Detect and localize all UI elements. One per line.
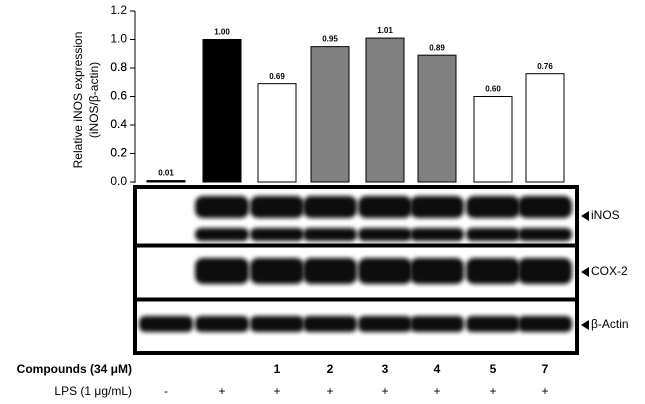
- x-tick-label: 4: [434, 362, 441, 376]
- arrow: [581, 211, 589, 221]
- lps-label: -: [164, 384, 168, 398]
- y-tick-label: 0.0: [110, 174, 127, 188]
- lps-label: +: [433, 384, 440, 398]
- lps-label: +: [541, 384, 548, 398]
- lps-label: +: [218, 384, 225, 398]
- blot-label: β-Actin: [591, 317, 629, 331]
- lps-label: +: [326, 384, 333, 398]
- value-label: 1.00: [214, 28, 230, 37]
- band: [410, 228, 464, 241]
- row-label: LPS (1 μg/mL): [54, 384, 132, 398]
- band: [250, 228, 304, 241]
- band: [250, 196, 304, 218]
- band: [195, 228, 249, 241]
- band: [518, 258, 572, 284]
- band: [195, 258, 249, 284]
- band: [466, 316, 520, 332]
- band: [410, 196, 464, 218]
- bar: [417, 54, 457, 183]
- x-tick-label: 7: [542, 362, 549, 376]
- band: [466, 196, 520, 218]
- band: [466, 228, 520, 241]
- band: [303, 258, 357, 284]
- y-tick-label: 0.2: [110, 146, 127, 160]
- y-tick-label: 0.8: [110, 60, 127, 74]
- lps-label: +: [273, 384, 280, 398]
- value-label: 0.69: [269, 72, 285, 81]
- y-tick-label: 0.4: [110, 117, 127, 131]
- band: [518, 316, 572, 332]
- value-label: 0.89: [429, 43, 445, 52]
- band: [358, 258, 412, 284]
- band: [410, 258, 464, 284]
- lps-label: +: [381, 384, 388, 398]
- y-axis-label: (iNOS/β-actin): [87, 62, 101, 138]
- y-tick-label: 0.4: [110, 117, 127, 131]
- band: [303, 196, 357, 218]
- row-label: Compounds (34 μM): [17, 362, 132, 376]
- bar: [257, 83, 297, 183]
- band: [410, 316, 464, 332]
- value-label: 0.60: [485, 85, 501, 94]
- band: [139, 316, 193, 332]
- arrow: [581, 320, 589, 330]
- value-label: 0.76: [537, 62, 553, 71]
- band: [358, 228, 412, 241]
- bar: [365, 37, 405, 183]
- arrow: [581, 267, 589, 277]
- bar: [202, 39, 242, 183]
- x-tick-label: 2: [327, 362, 334, 376]
- band: [303, 316, 357, 332]
- value-label: 0.95: [322, 35, 338, 44]
- band: [303, 228, 357, 241]
- western-blot: [133, 185, 579, 355]
- x-tick-label: 5: [490, 362, 497, 376]
- band: [466, 258, 520, 284]
- value-label: 1.01: [377, 26, 393, 35]
- band: [518, 228, 572, 241]
- band: [518, 196, 572, 218]
- bar: [146, 180, 186, 183]
- band: [250, 258, 304, 284]
- x-tick-label: 1: [274, 362, 281, 376]
- y-tick-label: 1.0: [110, 32, 127, 46]
- band: [358, 316, 412, 332]
- blot-label: iNOS: [591, 208, 620, 222]
- bar: [525, 73, 565, 183]
- y-tick-label: 1.2: [110, 3, 127, 17]
- band: [358, 196, 412, 218]
- y-tick-label: 0.8: [110, 60, 127, 74]
- value-label: 0.01: [158, 169, 174, 178]
- y-axis-label: Relative iNOS expression: [71, 32, 85, 169]
- band: [195, 196, 249, 218]
- x-tick-label: 3: [382, 362, 389, 376]
- y-tick-label: 0.2: [110, 146, 127, 160]
- blot-label: COX-2: [591, 264, 628, 278]
- y-tick-label: 0.6: [110, 89, 127, 103]
- band: [250, 316, 304, 332]
- band: [195, 316, 249, 332]
- bar: [473, 96, 513, 183]
- y-tick-label: 0.6: [110, 89, 127, 103]
- bar: [310, 46, 350, 183]
- lps-label: +: [489, 384, 496, 398]
